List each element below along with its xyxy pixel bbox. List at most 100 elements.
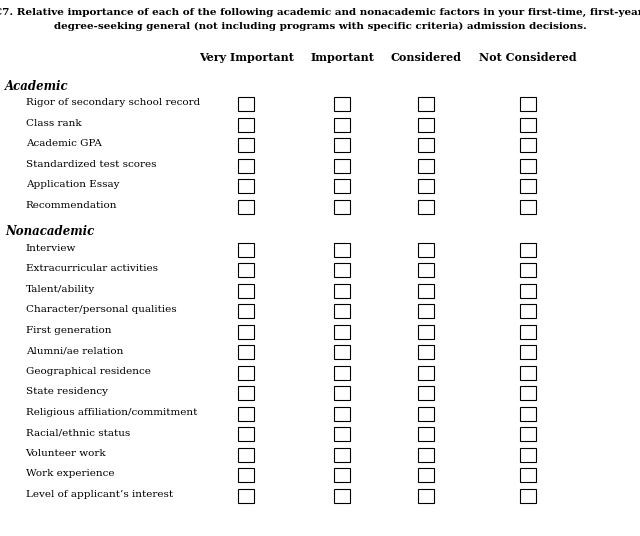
Text: Racial/ethnic status: Racial/ethnic status [26,428,130,437]
Bar [335,159,351,173]
Bar [335,98,351,111]
Bar [418,284,434,298]
Bar [335,200,351,214]
Bar [239,366,255,380]
Text: Interview: Interview [26,244,76,253]
Text: Recommendation: Recommendation [26,201,117,210]
Bar [418,138,434,152]
Bar [418,448,434,462]
Bar [520,138,536,152]
Bar [239,200,255,214]
Bar [418,386,434,400]
Bar [335,138,351,152]
Bar [239,263,255,278]
Bar [418,118,434,132]
Bar [239,284,255,298]
Bar [418,325,434,339]
Text: C7. Relative importance of each of the following academic and nonacademic factor: C7. Relative importance of each of the f… [0,8,640,17]
Bar [520,448,536,462]
Bar [335,366,351,380]
Text: Important: Important [310,52,374,63]
Text: Rigor of secondary school record: Rigor of secondary school record [26,99,200,107]
Text: Academic: Academic [5,80,68,93]
Text: degree-seeking general (not including programs with specific criteria) admission: degree-seeking general (not including pr… [54,22,586,31]
Bar [239,448,255,462]
Bar [520,118,536,132]
Bar [239,180,255,193]
Bar [418,159,434,173]
Bar [335,325,351,339]
Text: Alumni/ae relation: Alumni/ae relation [26,346,123,355]
Bar [239,468,255,482]
Bar [520,468,536,482]
Bar [418,489,434,503]
Bar [520,243,536,257]
Bar [239,243,255,257]
Bar [335,243,351,257]
Text: Standardized test scores: Standardized test scores [26,160,156,169]
Bar [520,200,536,214]
Bar [239,325,255,339]
Bar [239,407,255,421]
Bar [335,407,351,421]
Bar [239,489,255,503]
Text: Considered: Considered [390,52,461,63]
Bar [239,118,255,132]
Text: Geographical residence: Geographical residence [26,367,150,376]
Text: First generation: First generation [26,326,111,335]
Text: Religious affiliation/commitment: Religious affiliation/commitment [26,408,197,417]
Bar [418,200,434,214]
Bar [520,98,536,111]
Bar [239,98,255,111]
Bar [239,427,255,442]
Bar [335,180,351,193]
Text: Not Considered: Not Considered [479,52,577,63]
Bar [335,118,351,132]
Bar [335,345,351,360]
Bar [239,138,255,152]
Bar [239,159,255,173]
Bar [335,284,351,298]
Bar [335,448,351,462]
Bar [335,427,351,442]
Text: Application Essay: Application Essay [26,181,119,189]
Bar [418,468,434,482]
Bar [520,366,536,380]
Bar [520,180,536,193]
Text: Academic GPA: Academic GPA [26,139,102,148]
Bar [335,386,351,400]
Text: Class rank: Class rank [26,119,81,128]
Bar [418,407,434,421]
Text: Work experience: Work experience [26,470,114,479]
Bar [239,345,255,360]
Text: Nonacademic: Nonacademic [5,226,94,239]
Bar [418,98,434,111]
Text: Talent/ability: Talent/ability [26,285,95,294]
Bar [418,345,434,360]
Text: Level of applicant’s interest: Level of applicant’s interest [26,490,173,499]
Bar [239,386,255,400]
Bar [418,304,434,318]
Bar [335,304,351,318]
Bar [520,325,536,339]
Text: Very Important: Very Important [199,52,294,63]
Bar [520,304,536,318]
Bar [239,304,255,318]
Bar [418,366,434,380]
Bar [418,180,434,193]
Text: Extracurricular activities: Extracurricular activities [26,264,157,273]
Text: Volunteer work: Volunteer work [26,449,106,458]
Bar [520,427,536,442]
Bar [520,386,536,400]
Text: State residency: State residency [26,388,108,397]
Bar [335,489,351,503]
Bar [418,243,434,257]
Bar [418,427,434,442]
Bar [520,489,536,503]
Text: Character/personal qualities: Character/personal qualities [26,306,176,315]
Bar [520,284,536,298]
Bar [520,159,536,173]
Bar [335,468,351,482]
Bar [335,263,351,278]
Bar [520,263,536,278]
